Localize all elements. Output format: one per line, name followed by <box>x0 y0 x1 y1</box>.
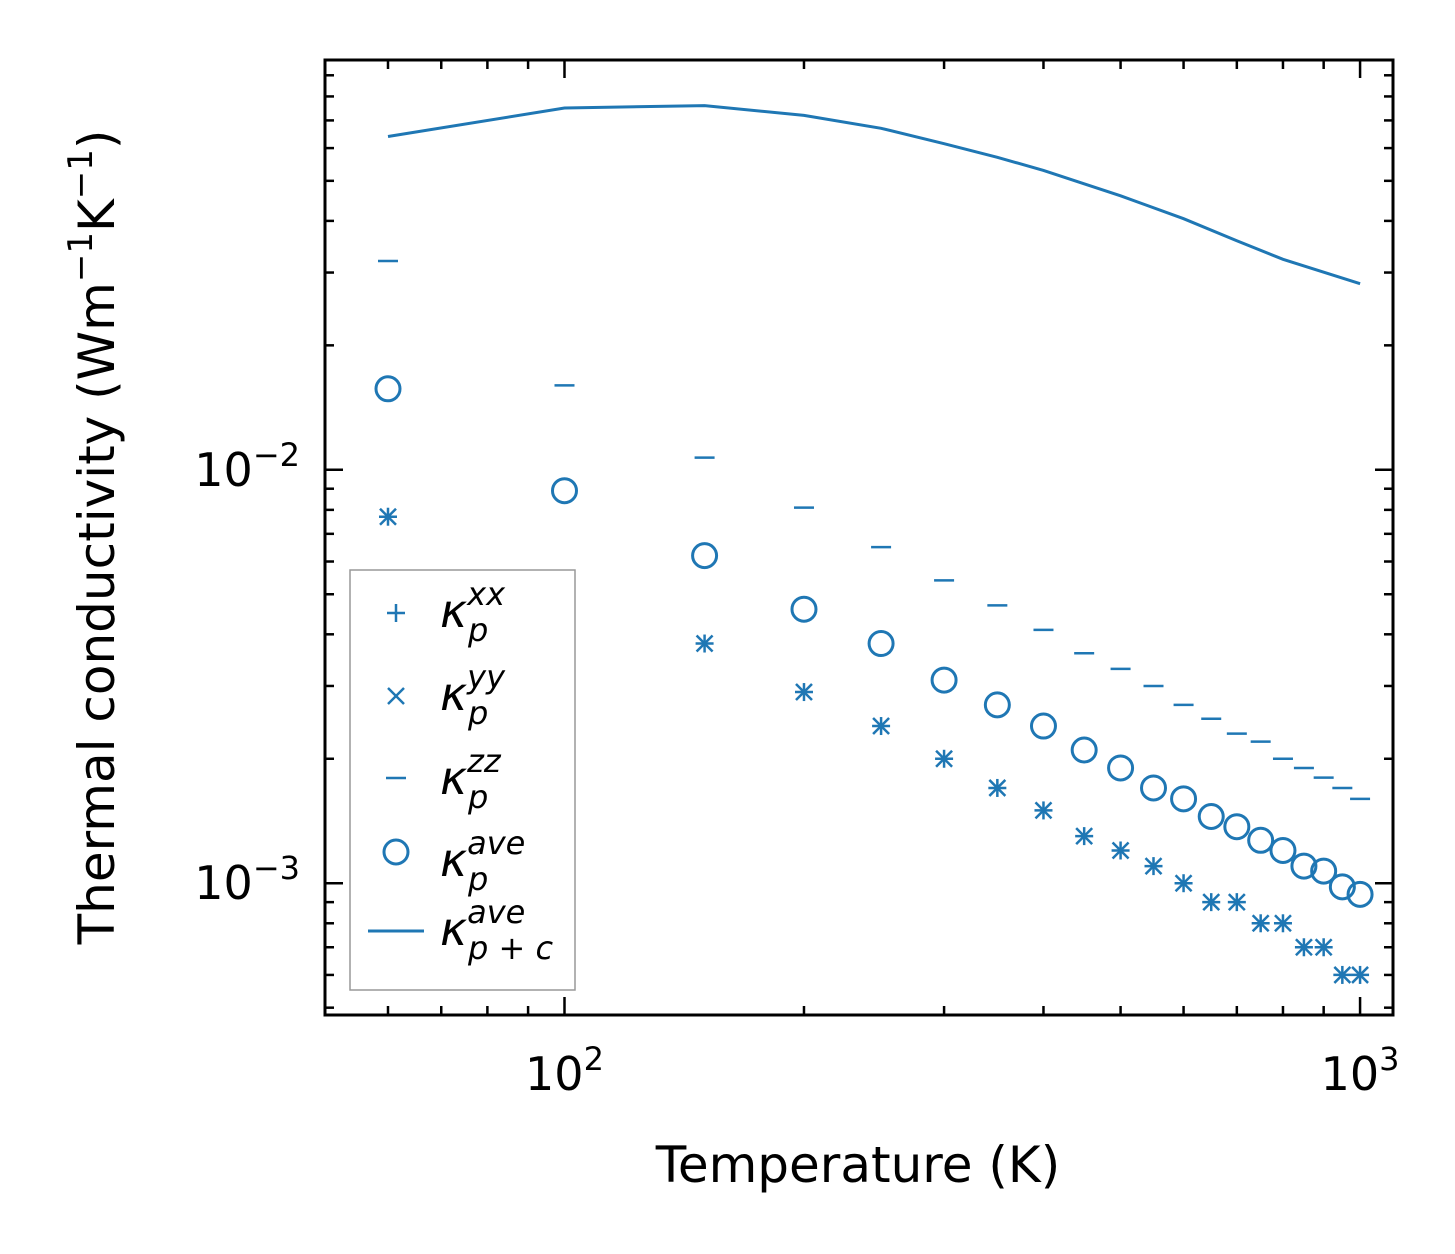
point-x-850 <box>1295 938 1313 957</box>
legend-key-x-d2 <box>387 687 405 705</box>
point-circle-550 <box>1140 774 1168 802</box>
point-circle-400 <box>1029 712 1057 740</box>
data-marks <box>374 104 1374 984</box>
point-x-600 <box>1174 874 1193 893</box>
point-circle-300 <box>930 666 958 694</box>
point-x-250-d2 <box>872 717 890 735</box>
point-x-200-d2 <box>795 683 813 701</box>
point-x-300 <box>935 749 953 768</box>
legend-label-kzz: κzz p <box>440 742 502 816</box>
point-circle-100 <box>550 477 578 505</box>
point-x-250 <box>872 717 890 735</box>
legend-keys <box>368 604 424 933</box>
point-circle-700 <box>1223 813 1251 841</box>
point-x-800-d2 <box>1274 914 1292 933</box>
point-x-200 <box>795 683 813 701</box>
point-circle-60 <box>374 375 402 403</box>
point-circle-650 <box>1197 803 1225 831</box>
y-axis-label: Thermal conductivity (Wm−1K−1) <box>61 130 126 946</box>
point-circle-900 <box>1310 857 1338 885</box>
point-x-450-d2 <box>1075 827 1094 845</box>
point-x-500-d2 <box>1111 841 1130 860</box>
point-x-450 <box>1075 827 1094 845</box>
point-x-150 <box>695 634 714 653</box>
point-circle-750 <box>1247 826 1275 854</box>
y-tick-label-0.001: 10−3 <box>194 849 300 910</box>
x-axis-label: Temperature (K) <box>655 1136 1060 1194</box>
point-x-400 <box>1034 801 1053 820</box>
point-x-550 <box>1144 857 1163 875</box>
legend-label-kpc-ave: κave p + c <box>440 893 553 967</box>
point-circle-850 <box>1290 852 1318 880</box>
point-x-700-d2 <box>1227 893 1246 912</box>
x-tick-label-100: 102 <box>525 1040 604 1101</box>
point-x-750-d2 <box>1251 914 1270 933</box>
point-circle-1000 <box>1346 880 1374 908</box>
point-x-900 <box>1314 938 1333 957</box>
legend-key-plus <box>387 604 405 622</box>
point-x-950-d2 <box>1333 966 1352 984</box>
x-tick-label-1000: 103 <box>1321 1040 1400 1101</box>
plot-frame <box>323 58 1395 1017</box>
y-tick-labels: 10−3 10−2 <box>194 436 300 910</box>
point-circle-500 <box>1107 754 1135 782</box>
point-x-650 <box>1202 893 1221 912</box>
legend-key-circle <box>382 838 410 866</box>
point-circle-250 <box>867 630 895 658</box>
point-x-500 <box>1111 841 1130 860</box>
series-line-kpc-ave <box>387 104 1361 286</box>
point-x-900-d2 <box>1314 938 1333 957</box>
point-x-650-d2 <box>1202 893 1221 912</box>
point-x-350 <box>988 779 1007 797</box>
point-x-60-d2 <box>379 507 397 526</box>
point-circle-350 <box>983 691 1011 719</box>
point-x-60 <box>379 507 397 526</box>
point-x-550-d2 <box>1144 857 1163 875</box>
point-x-150-d2 <box>695 634 714 653</box>
legend-label-kave: κave p <box>440 824 525 898</box>
point-circle-200 <box>790 595 818 623</box>
point-x-750 <box>1251 914 1270 933</box>
y-tick-label-0.01: 10−2 <box>194 436 300 497</box>
legend: κxx p κyy p κzz p κave p κave p + c <box>349 569 576 991</box>
point-x-700 <box>1227 893 1246 912</box>
point-x-600-d2 <box>1174 874 1193 893</box>
point-x-1000 <box>1351 966 1369 984</box>
legend-label-kxx: κxx p <box>440 575 506 649</box>
point-x-300-d2 <box>935 749 953 768</box>
point-x-850-d2 <box>1295 938 1313 957</box>
point-x-350-d2 <box>988 779 1007 797</box>
point-circle-150 <box>691 542 719 570</box>
legend-key-x <box>387 687 405 705</box>
legend-box <box>349 569 576 991</box>
point-circle-950 <box>1328 873 1356 901</box>
legend-label-kyy: κyy p <box>440 658 506 732</box>
point-x-1000-d2 <box>1351 966 1369 984</box>
point-x-800 <box>1274 914 1292 933</box>
point-circle-450 <box>1070 736 1098 764</box>
point-x-950 <box>1333 966 1352 984</box>
point-circle-800 <box>1269 836 1297 864</box>
point-x-400-d2 <box>1034 801 1053 820</box>
x-tick-labels: 102 103 <box>525 1040 1399 1101</box>
point-circle-600 <box>1170 785 1198 813</box>
